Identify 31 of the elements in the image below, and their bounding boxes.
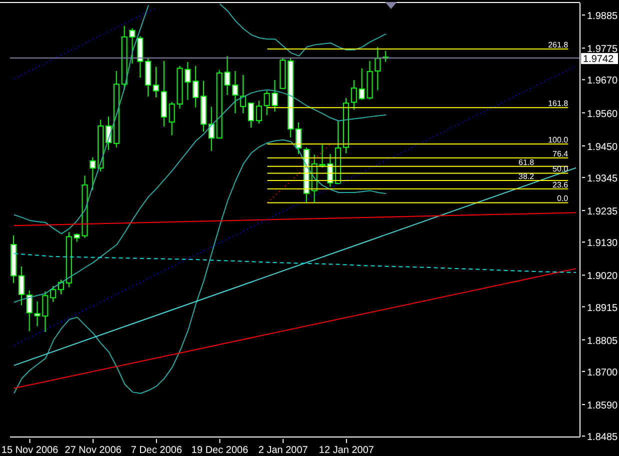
y-tick-label: 1.8915 (587, 302, 618, 314)
x-tick-label: 27 Nov 2006 (64, 445, 122, 456)
y-tick-label: 1.9450 (587, 142, 618, 153)
y-tick-label: 1.9130 (587, 238, 618, 250)
y-tick-label: 1.9885 (587, 11, 618, 22)
y-tick-label: 1.9020 (587, 271, 618, 282)
ref-line-label: 1.9742 (583, 54, 614, 66)
y-tick-label: 1.8805 (587, 336, 618, 347)
x-tick-label: 2 Jan 2007 (258, 445, 308, 456)
y-tick-label: 1.9775 (587, 44, 618, 56)
x-tick-label: 19 Dec 2006 (191, 445, 249, 456)
annotation: 0.0 (557, 194, 569, 204)
x-tick-label: 7 Dec 2006 (130, 445, 182, 456)
annotation: 38.2 (518, 172, 535, 181)
annotation: 76.4 (552, 149, 569, 158)
annotation: 50.0 (552, 164, 569, 174)
y-tick-label: 1.9235 (587, 206, 618, 218)
line-series (13, 139, 387, 394)
x-tick-label: 15 Nov 2006 (1, 445, 59, 456)
annotation: 23.6 (552, 180, 569, 190)
annotation: 261.8 (548, 40, 569, 50)
y-tick-label: 1.9670 (587, 76, 618, 87)
y-tick-label: 1.8485 (587, 432, 618, 444)
annotation: 100.0 (548, 136, 569, 145)
y-tick-label: 1.8590 (587, 400, 618, 412)
y-tick-label: 1.9560 (587, 108, 618, 120)
y-tick-label: 1.9345 (587, 173, 618, 184)
annotation: 61.8 (518, 158, 535, 167)
x-tick-label: 12 Jan 2007 (318, 445, 374, 456)
annotation: 161.8 (548, 99, 569, 108)
y-tick-label: 1.8700 (587, 367, 618, 378)
